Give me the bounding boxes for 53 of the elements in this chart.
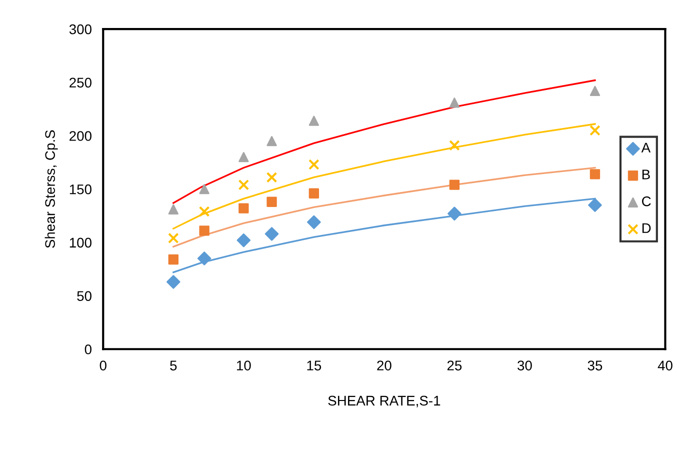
point	[308, 188, 320, 198]
point	[449, 98, 460, 108]
legend-label: A	[641, 142, 651, 152]
point	[266, 196, 277, 207]
x-tick-label: 5	[170, 360, 177, 370]
legend-label: B	[642, 170, 650, 180]
point	[166, 275, 180, 289]
y-tick-label: 150	[70, 184, 92, 194]
x-tick-label: 25	[447, 360, 462, 370]
legend-label: D	[642, 223, 651, 233]
point	[198, 206, 210, 217]
point	[264, 226, 279, 241]
point	[199, 184, 210, 194]
point	[308, 159, 320, 170]
point	[238, 179, 250, 190]
point	[588, 198, 602, 212]
x-tick-label: 10	[236, 360, 251, 370]
point	[590, 86, 600, 96]
legend-label: C	[642, 196, 651, 206]
point	[448, 206, 462, 221]
x-tick-label: 0	[100, 360, 106, 370]
point	[238, 203, 249, 214]
line-series	[172, 79, 596, 204]
y-tick-label: 50	[77, 291, 92, 301]
y-tick-label: 100	[70, 238, 92, 248]
line-series	[172, 123, 596, 230]
point	[449, 140, 460, 151]
x-tick-label: 20	[377, 360, 392, 370]
point	[238, 152, 249, 162]
point	[236, 233, 251, 248]
y-tick-label: 200	[70, 131, 92, 141]
point	[590, 124, 600, 136]
point	[308, 116, 320, 126]
point	[307, 215, 321, 230]
point	[266, 136, 277, 146]
x-tick-label: 15	[307, 360, 322, 370]
point	[449, 180, 460, 190]
y-axis-title: Shear Sterss, Cp.S	[44, 130, 58, 248]
y-tick-label: 0	[84, 344, 92, 354]
line-series	[172, 166, 596, 248]
y-tick-label: 300	[69, 24, 92, 34]
point	[590, 169, 600, 180]
x-tick-label: 30	[518, 360, 532, 370]
x-axis-title: SHEAR RATE,S-1	[328, 396, 440, 408]
y-tick-label: 250	[70, 78, 92, 88]
point	[197, 252, 212, 266]
point	[266, 172, 278, 183]
point	[168, 232, 179, 244]
x-tick-label: 35	[588, 360, 602, 370]
point	[168, 254, 178, 265]
point	[199, 226, 210, 236]
point	[168, 204, 178, 214]
x-tick-label: 40	[658, 360, 672, 370]
